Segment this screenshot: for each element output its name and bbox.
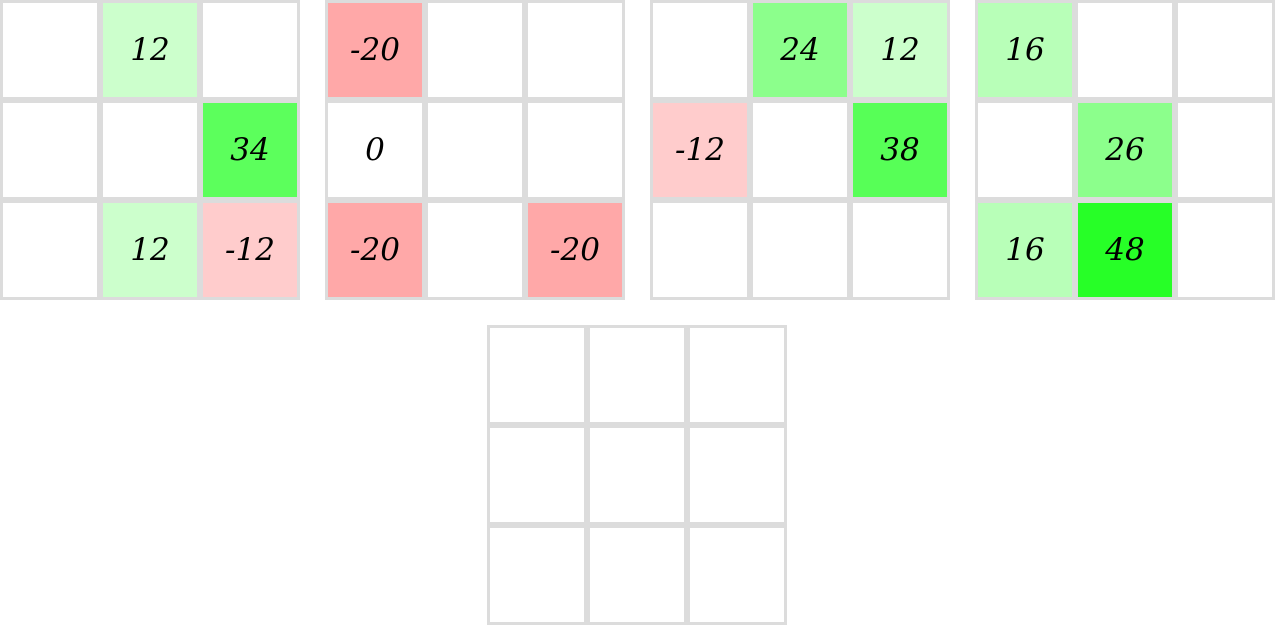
grid-5-cell-r2c2	[587, 425, 687, 525]
grid-1-cell-r2c2	[100, 100, 200, 200]
grid-1: 12 34 12 -12	[0, 0, 300, 300]
grid-4-cell-r1c1: 16	[975, 0, 1075, 100]
grid-5-cell-r3c1	[487, 525, 587, 625]
grid-1-cell-r3c2: 12	[100, 200, 200, 300]
grid-3-cell-r3c3	[850, 200, 950, 300]
grid-5-cell-r2c1	[487, 425, 587, 525]
grid-3-cell-r2c1: -12	[650, 100, 750, 200]
grid-2-cell-r2c2	[425, 100, 525, 200]
grid-5-cell-r1c1	[487, 325, 587, 425]
grid-4-cell-r2c1	[975, 100, 1075, 200]
grid-2-cell-r3c3: -20	[525, 200, 625, 300]
grid-3-cell-r1c2: 24	[750, 0, 850, 100]
grid-3-cell-r2c2	[750, 100, 850, 200]
grid-3: 24 12 -12 38	[650, 0, 950, 300]
grid-2-cell-r2c1: 0	[325, 100, 425, 200]
grid-3-cell-r2c3: 38	[850, 100, 950, 200]
grid-4-cell-r3c2: 48	[1075, 200, 1175, 300]
grid-2-cell-r3c2	[425, 200, 525, 300]
grid-4-cell-r2c3	[1175, 100, 1275, 200]
grid-1-cell-r3c1	[0, 200, 100, 300]
grid-3-cell-r1c1	[650, 0, 750, 100]
grid-3-cell-r3c2	[750, 200, 850, 300]
grid-1-cell-r2c3: 34	[200, 100, 300, 200]
grid-5-cell-r2c3	[687, 425, 787, 525]
grid-4-cell-r1c2	[1075, 0, 1175, 100]
grid-1-cell-r1c2: 12	[100, 0, 200, 100]
grid-1-cell-r2c1	[0, 100, 100, 200]
grid-1-cell-r3c3: -12	[200, 200, 300, 300]
grid-5-cell-r3c2	[587, 525, 687, 625]
grid-3-cell-r1c3: 12	[850, 0, 950, 100]
grid-5-cell-r1c3	[687, 325, 787, 425]
grid-4: 16 26 16 48	[975, 0, 1275, 300]
grid-3-cell-r3c1	[650, 200, 750, 300]
grid-2-cell-r1c2	[425, 0, 525, 100]
grid-2-cell-r1c1: -20	[325, 0, 425, 100]
grid-4-cell-r3c3	[1175, 200, 1275, 300]
grid-5	[487, 325, 787, 625]
grid-2-cell-r2c3	[525, 100, 625, 200]
grid-2-cell-r3c1: -20	[325, 200, 425, 300]
grid-4-cell-r2c2: 26	[1075, 100, 1175, 200]
grid-1-cell-r1c1	[0, 0, 100, 100]
grid-5-cell-r3c3	[687, 525, 787, 625]
grid-2-cell-r1c3	[525, 0, 625, 100]
grid-2: -20 0 -20 -20	[325, 0, 625, 300]
grid-4-cell-r1c3	[1175, 0, 1275, 100]
grid-5-cell-r1c2	[587, 325, 687, 425]
grid-1-cell-r1c3	[200, 0, 300, 100]
grid-4-cell-r3c1: 16	[975, 200, 1075, 300]
